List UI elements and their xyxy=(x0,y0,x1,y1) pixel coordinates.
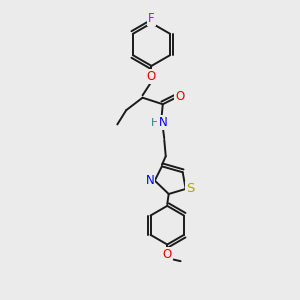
Text: F: F xyxy=(148,12,155,25)
Text: O: O xyxy=(163,248,172,260)
Text: N: N xyxy=(146,174,154,187)
Text: O: O xyxy=(147,70,156,83)
Text: S: S xyxy=(186,182,195,195)
Text: N: N xyxy=(158,116,167,129)
Text: H: H xyxy=(151,118,159,128)
Text: O: O xyxy=(176,90,184,103)
